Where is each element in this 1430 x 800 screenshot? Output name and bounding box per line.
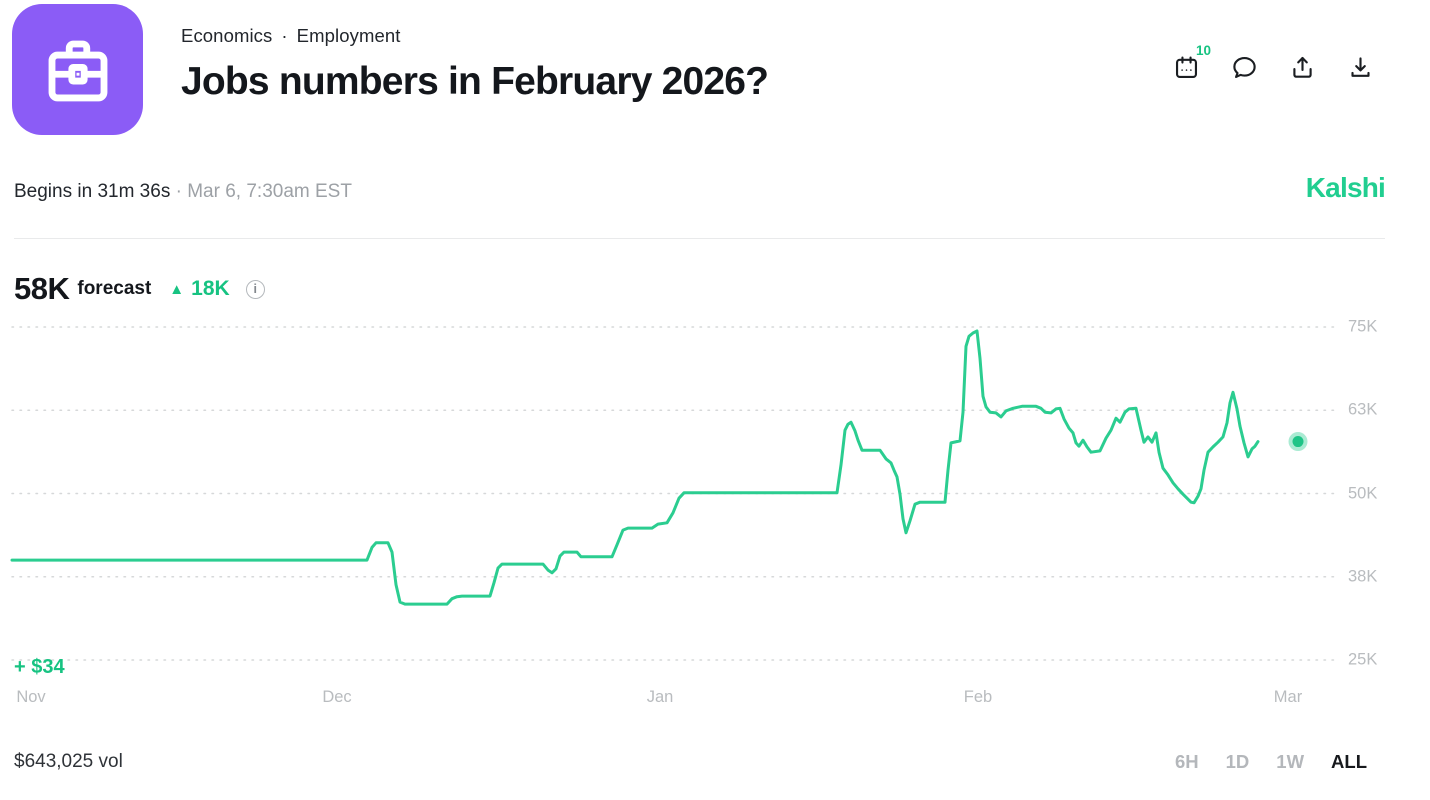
current-value-marker-halo xyxy=(1288,432,1308,452)
countdown-row: Begins in 31m 36s · Mar 6, 7:30am EST xyxy=(14,181,352,203)
y-axis-label: 50K xyxy=(1348,484,1378,502)
x-axis-label: Nov xyxy=(16,688,46,706)
download-icon xyxy=(1351,57,1370,77)
pnl-badge: + $34 xyxy=(14,656,65,678)
x-axis-label: Jan xyxy=(646,688,674,706)
x-axis-label: Dec xyxy=(322,688,352,706)
comments-button[interactable] xyxy=(1231,54,1258,81)
breadcrumb-category[interactable]: Economics xyxy=(181,25,273,46)
forecast-delta-value: 18K xyxy=(191,277,230,300)
current-value-marker xyxy=(1292,436,1304,448)
header-divider xyxy=(14,238,1385,239)
forecast-value: 58K xyxy=(14,271,70,306)
speech-bubble-icon xyxy=(1233,56,1256,79)
range-1d-button[interactable]: 1D xyxy=(1225,751,1250,772)
breadcrumb-subcategory[interactable]: Employment xyxy=(296,25,401,46)
range-1w-button[interactable]: 1W xyxy=(1276,751,1305,772)
meta-separator: · xyxy=(175,181,182,202)
page-title: Jobs numbers in February 2026? xyxy=(181,60,769,103)
x-axis-label: Feb xyxy=(963,688,993,706)
breadcrumb: Economics · Employment xyxy=(181,25,768,47)
info-icon[interactable]: i xyxy=(245,279,265,299)
forecast-delta: ▲ 18K xyxy=(169,277,229,301)
event-datetime: Mar 6, 7:30am EST xyxy=(187,181,352,202)
x-axis-label: Mar xyxy=(1273,688,1303,706)
countdown-text: Begins in 31m 36s xyxy=(14,181,171,202)
forecast-label: forecast xyxy=(77,278,152,299)
calendar-count-badge: 10 xyxy=(1195,43,1211,58)
y-axis-label: 75K xyxy=(1348,317,1378,336)
share-upload-icon xyxy=(1293,56,1312,78)
y-axis-label: 38K xyxy=(1348,567,1378,586)
range-6h-button[interactable]: 6H xyxy=(1174,751,1199,772)
time-range-selector: 6H 1D 1W ALL xyxy=(1175,751,1367,773)
share-button[interactable] xyxy=(1289,54,1316,81)
event-category-tile xyxy=(12,4,143,135)
breadcrumb-separator: · xyxy=(281,25,288,46)
briefcase-icon xyxy=(48,40,107,101)
kalshi-logo[interactable]: Kalshi xyxy=(1305,172,1386,203)
calendar-button[interactable]: 10 xyxy=(1173,43,1211,81)
header-actions: 10 xyxy=(1173,43,1374,81)
y-axis-label: 25K xyxy=(1348,650,1378,669)
download-button[interactable] xyxy=(1347,54,1374,81)
volume-text: $643,025 vol xyxy=(14,751,123,772)
calendar-icon xyxy=(1175,56,1198,79)
triangle-up-icon: ▲ xyxy=(169,280,185,298)
range-all-button[interactable]: ALL xyxy=(1331,751,1367,772)
y-axis-label: 63K xyxy=(1348,400,1378,419)
forecast-line xyxy=(10,329,1260,606)
